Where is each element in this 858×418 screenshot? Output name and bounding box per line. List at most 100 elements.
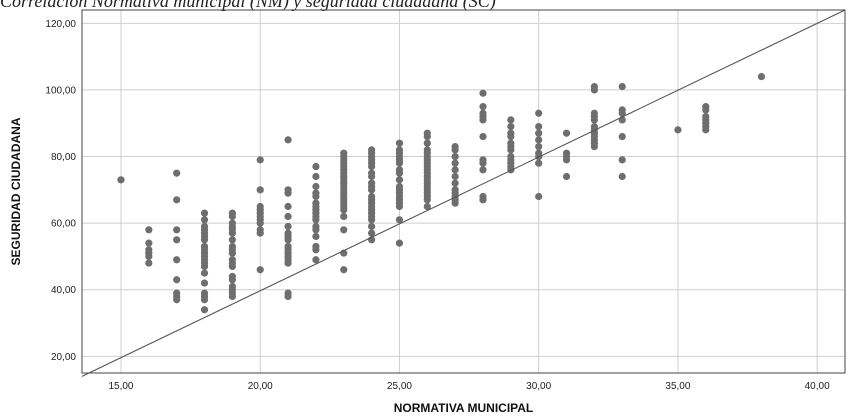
- data-point: [200, 222, 209, 231]
- data-point: [312, 162, 320, 171]
- data-point: [451, 166, 459, 174]
- y-tick-label: 40,00: [51, 285, 76, 296]
- data-point: [340, 149, 348, 157]
- data-point: [284, 242, 292, 251]
- data-point: [368, 146, 376, 154]
- data-point: [284, 222, 292, 231]
- data-point: [479, 132, 487, 141]
- data-point: [173, 256, 181, 264]
- data-point: [284, 289, 292, 297]
- data-point: [284, 212, 292, 221]
- data-point: [340, 266, 348, 274]
- data-point: [395, 146, 404, 154]
- data-point: [451, 172, 459, 181]
- data-point: [312, 189, 320, 197]
- data-point: [507, 139, 515, 147]
- data-point: [451, 179, 459, 187]
- data-point: [145, 239, 153, 247]
- data-point: [228, 219, 236, 227]
- data-point: [423, 139, 431, 147]
- data-point: [312, 232, 320, 241]
- data-point: [173, 226, 181, 234]
- grid-lines: [82, 10, 845, 373]
- data-point: [228, 282, 236, 291]
- data-point: [312, 172, 320, 181]
- data-point: [451, 159, 459, 167]
- data-point: [395, 182, 404, 191]
- data-point: [312, 182, 320, 191]
- data-point: [507, 116, 515, 124]
- data-point: [395, 166, 404, 174]
- fit-line: [81, 9, 846, 377]
- data-point: [479, 109, 487, 117]
- x-tick-label: 15,00: [108, 381, 133, 392]
- data-point: [590, 82, 598, 91]
- data-point: [228, 272, 236, 281]
- data-point: [312, 199, 320, 207]
- data-point: [256, 266, 264, 274]
- data-point: [200, 209, 209, 217]
- data-point: [228, 256, 236, 264]
- data-point: [451, 152, 459, 161]
- data-point: [562, 149, 571, 157]
- data-point: [423, 129, 431, 137]
- data-point: [535, 129, 543, 137]
- data-point: [173, 276, 181, 284]
- data-point: [451, 142, 459, 151]
- data-point: [535, 159, 543, 167]
- data-point: [256, 226, 264, 234]
- data-point: [479, 102, 487, 111]
- data-point: [284, 229, 292, 237]
- x-axis-title: NORMATIVA MUNICIPAL: [394, 401, 534, 415]
- data-point: [173, 169, 181, 177]
- data-point: [395, 139, 404, 147]
- data-point: [200, 306, 209, 314]
- data-point: [702, 112, 710, 121]
- x-tick-label: 35,00: [665, 381, 690, 392]
- data-point: [228, 236, 236, 244]
- data-point: [562, 129, 571, 137]
- y-tick-label: 60,00: [51, 219, 76, 230]
- y-axis-title: SEGURIDAD CIUDADANA: [9, 117, 23, 265]
- data-point: [507, 122, 515, 131]
- data-point: [284, 186, 292, 194]
- data-point: [200, 242, 209, 251]
- data-point: [368, 169, 376, 177]
- y-tick-label: 120,00: [45, 19, 76, 30]
- data-point: [145, 246, 153, 254]
- data-point: [423, 202, 431, 211]
- data-point: [479, 89, 487, 97]
- data-point: [368, 229, 376, 237]
- data-point: [340, 226, 348, 234]
- data-point: [256, 156, 264, 164]
- data-point: [451, 186, 459, 194]
- data-point: [256, 202, 264, 211]
- data-point: [618, 132, 626, 141]
- data-points: [117, 73, 766, 314]
- data-point: [535, 149, 543, 157]
- x-tick-labels: 15,00 20,00 25,00 30,00 35,00 40,00: [108, 381, 830, 392]
- data-point: [173, 289, 181, 297]
- plot-frame: [81, 9, 846, 374]
- data-point: [395, 239, 404, 247]
- y-tick-label: 80,00: [51, 152, 76, 163]
- data-point: [395, 176, 404, 184]
- data-point: [173, 236, 181, 244]
- data-point: [562, 172, 571, 181]
- data-point: [368, 179, 376, 187]
- data-point: [368, 192, 376, 201]
- data-point: [479, 192, 487, 201]
- x-tick-label: 30,00: [526, 381, 551, 392]
- y-tick-label: 100,00: [45, 85, 76, 96]
- data-point: [590, 122, 598, 131]
- data-point: [284, 136, 292, 144]
- data-point: [200, 269, 209, 277]
- data-point: [312, 222, 320, 231]
- data-point: [368, 222, 376, 231]
- data-point: [479, 166, 487, 174]
- data-point: [340, 212, 348, 221]
- data-point: [702, 102, 710, 111]
- data-point: [535, 136, 543, 144]
- data-point: [535, 142, 543, 151]
